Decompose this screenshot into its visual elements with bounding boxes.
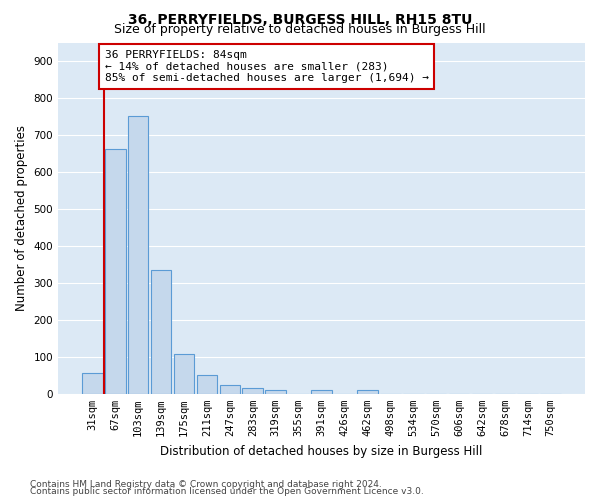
Text: 36 PERRYFIELDS: 84sqm
← 14% of detached houses are smaller (283)
85% of semi-det: 36 PERRYFIELDS: 84sqm ← 14% of detached … bbox=[105, 50, 429, 83]
Bar bbox=[197, 374, 217, 394]
Bar bbox=[128, 116, 148, 394]
Bar bbox=[173, 354, 194, 394]
Text: 36, PERRYFIELDS, BURGESS HILL, RH15 8TU: 36, PERRYFIELDS, BURGESS HILL, RH15 8TU bbox=[128, 12, 472, 26]
Bar bbox=[220, 384, 240, 394]
Bar bbox=[265, 390, 286, 394]
Text: Contains HM Land Registry data © Crown copyright and database right 2024.: Contains HM Land Registry data © Crown c… bbox=[30, 480, 382, 489]
Text: Contains public sector information licensed under the Open Government Licence v3: Contains public sector information licen… bbox=[30, 487, 424, 496]
X-axis label: Distribution of detached houses by size in Burgess Hill: Distribution of detached houses by size … bbox=[160, 444, 483, 458]
Y-axis label: Number of detached properties: Number of detached properties bbox=[15, 125, 28, 311]
Bar bbox=[242, 388, 263, 394]
Text: Size of property relative to detached houses in Burgess Hill: Size of property relative to detached ho… bbox=[114, 22, 486, 36]
Bar bbox=[311, 390, 332, 394]
Bar bbox=[105, 149, 125, 394]
Bar bbox=[357, 390, 377, 394]
Bar bbox=[151, 270, 172, 394]
Bar bbox=[82, 374, 103, 394]
